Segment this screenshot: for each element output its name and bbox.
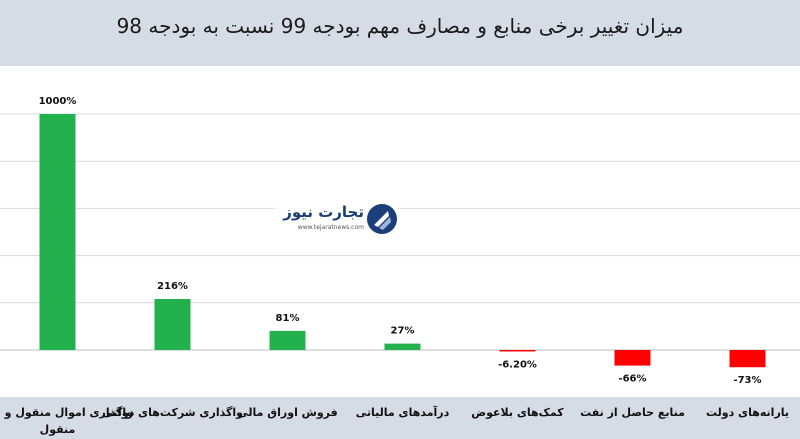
category-axis-band <box>0 397 800 439</box>
chart-header: میزان تغییر برخی منابع و مصارف مهم بودجه… <box>0 0 800 66</box>
bar-2 <box>269 330 306 350</box>
data-label-2: 81% <box>276 313 300 324</box>
data-label-6: -73% <box>733 375 761 386</box>
bar-6 <box>729 350 766 368</box>
data-label-3: 27% <box>391 326 415 337</box>
watermark-url: www.tejaratnews.com <box>297 224 364 231</box>
category-label-5: منابع حاصل از نفت <box>580 406 685 419</box>
data-label-5: -66% <box>618 374 646 385</box>
watermark-brand: تجارت نیوز <box>283 203 364 221</box>
data-label-1: 216% <box>157 281 188 292</box>
chart-title: میزان تغییر برخی منابع و مصارف مهم بودجه… <box>116 14 684 38</box>
category-label-2: فروش اوراق مالی <box>237 406 337 419</box>
data-label-4: -6.20% <box>498 359 537 370</box>
category-label-3: درآمدهای مالیاتی <box>356 405 450 419</box>
data-label-0: 1000% <box>39 96 77 107</box>
brand-mark-icon <box>367 204 397 234</box>
category-label-1: واگذاری شرکت‌های دولتی <box>102 406 243 419</box>
category-label-4: کمک‌های بلاعوض <box>471 406 564 419</box>
bar-1 <box>154 299 191 350</box>
watermark-logo: تجارت نیوز www.tejaratnews.com <box>272 200 400 240</box>
bar-4 <box>499 350 536 352</box>
category-label-0: واگذاری اموال منقول و غیرمنقول <box>0 406 133 436</box>
bar-3 <box>384 343 421 350</box>
category-label-6: یارانه‌های دولت <box>706 406 789 419</box>
bar-5 <box>614 350 651 366</box>
bar-0 <box>39 114 76 350</box>
